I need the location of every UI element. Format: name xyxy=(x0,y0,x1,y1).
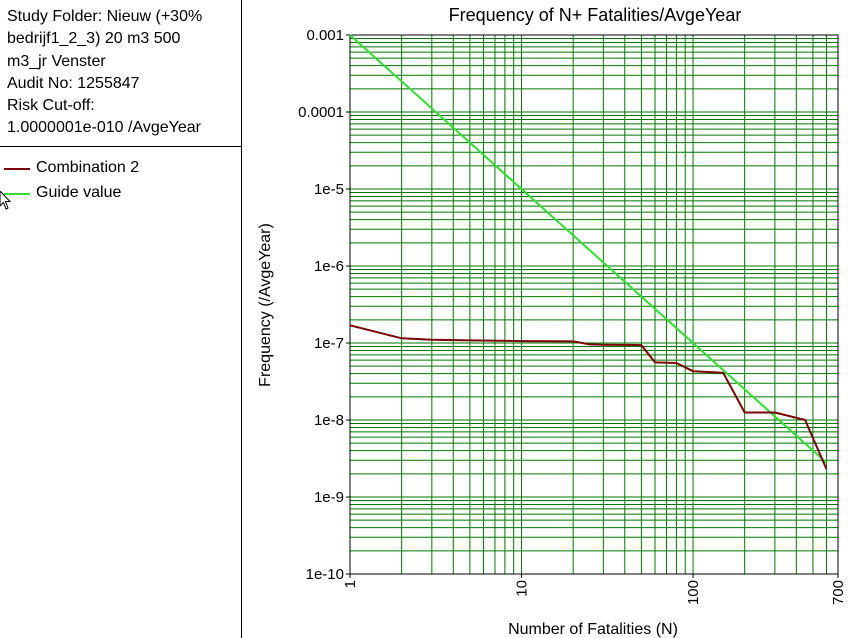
info-line: Risk Cut-off: xyxy=(7,97,95,115)
series-line-combination-2 xyxy=(349,324,828,470)
y-tick-label: 0.0001 xyxy=(298,104,344,121)
x-tick-label: 1 xyxy=(342,580,359,588)
left-panel: Study Folder: Nieuw (+30% bedrijf1_2_3) … xyxy=(0,0,242,638)
risk-cutoff-value: 1.0000001e-010 /AvgeYear xyxy=(7,119,201,137)
fn-curve-chart: Frequency of N+ Fatalities/AvgeYear 0.00… xyxy=(257,5,847,638)
legend-label: Combination 2 xyxy=(36,159,140,176)
mouse-pointer-icon xyxy=(0,191,12,210)
audit-number: Audit No: 1255847 xyxy=(7,74,140,92)
series-layer xyxy=(349,34,828,470)
y-tick-label: 1e-10 xyxy=(306,566,344,583)
legend-item-guide-value[interactable]: Guide value xyxy=(0,183,240,208)
x-axis-label: Number of Fatalities (N) xyxy=(508,621,678,638)
x-tick-label: 10 xyxy=(514,580,531,597)
chart-title: Frequency of N+ Fatalities/AvgeYear xyxy=(449,5,742,25)
legend-item-combination-2[interactable]: Combination 2 xyxy=(0,158,240,183)
y-tick-label: 1e-6 xyxy=(314,258,344,275)
legend-swatch xyxy=(4,193,30,195)
x-axis-ticks: 1 10 100 700 xyxy=(342,574,847,605)
info-line: m3_jr Venster xyxy=(7,52,106,70)
y-tick-label: 0.001 xyxy=(306,27,344,44)
info-line: Study Folder: Nieuw (+30% xyxy=(7,8,203,25)
x-tick-label: 100 xyxy=(685,580,702,605)
y-tick-label: 1e-9 xyxy=(314,489,344,506)
y-tick-label: 1e-5 xyxy=(314,181,344,198)
y-tick-label: 1e-7 xyxy=(314,335,344,352)
y-axis-label: Frequency (/AvgeYear) xyxy=(257,223,274,387)
plot-area xyxy=(349,34,839,575)
series-line-guide-value xyxy=(349,34,828,464)
study-info-box: Study Folder: Nieuw (+30% bedrijf1_2_3) … xyxy=(0,0,241,147)
legend-label: Guide value xyxy=(36,184,122,201)
legend-swatch xyxy=(4,168,30,170)
y-axis-ticks: 0.001 0.0001 1e-5 1e-6 1e-7 1e-8 1e-9 1e-10 xyxy=(298,27,350,583)
x-tick-label: 700 xyxy=(830,580,847,605)
y-tick-label: 1e-8 xyxy=(314,412,344,429)
chart-grid xyxy=(350,35,838,574)
legend: Combination 2 Guide value xyxy=(0,158,240,208)
info-line: bedrijf1_2_3) 20 m3 500 xyxy=(7,30,181,48)
